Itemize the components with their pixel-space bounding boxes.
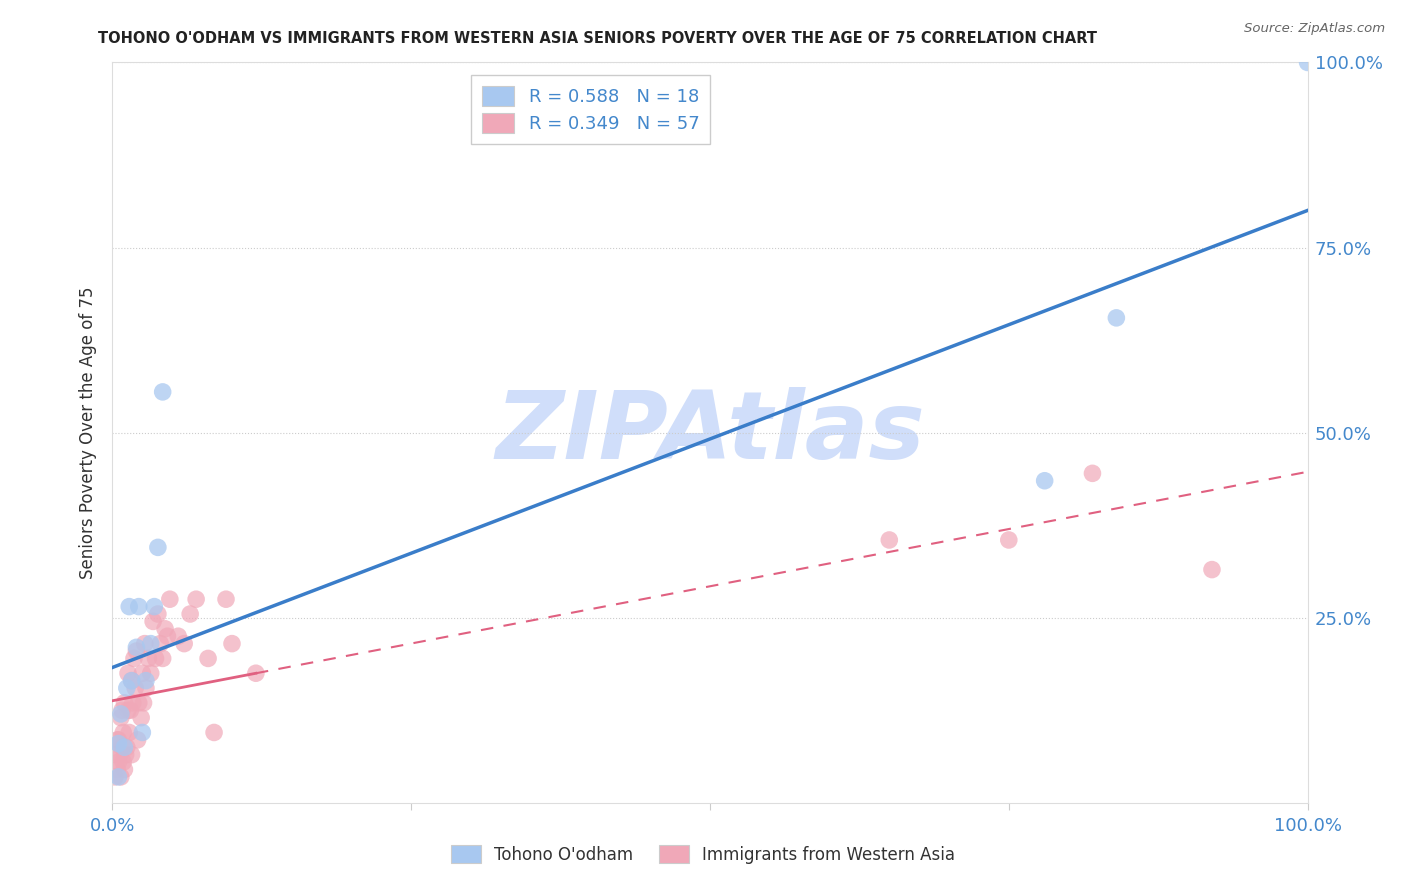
Point (142, 615, 165, 629)
Point (107, 732, 129, 747)
Point (120, 703, 142, 717)
Point (146, 607, 169, 621)
Point (118, 599, 141, 614)
Point (128, 599, 150, 614)
Point (131, 666, 153, 681)
Point (143, 599, 166, 614)
Point (112, 755, 135, 769)
Point (998, 533, 1021, 547)
Point (124, 681, 146, 695)
Point (138, 651, 160, 665)
Point (156, 629, 179, 643)
Point (127, 732, 149, 747)
Point (108, 747, 131, 762)
Point (111, 703, 134, 717)
Point (134, 637, 156, 651)
Point (132, 696, 155, 710)
Point (105, 747, 128, 762)
Point (128, 696, 150, 710)
Point (121, 747, 143, 762)
Point (114, 747, 136, 762)
Point (1033, 474, 1056, 488)
Point (1296, 55, 1319, 70)
Text: TOHONO O'ODHAM VS IMMIGRANTS FROM WESTERN ASIA SENIORS POVERTY OVER THE AGE OF 7: TOHONO O'ODHAM VS IMMIGRANTS FROM WESTER… (98, 31, 1098, 46)
Point (111, 740, 134, 755)
Point (197, 651, 219, 665)
Point (110, 770, 132, 784)
Legend: Tohono O'odham, Immigrants from Western Asia: Tohono O'odham, Immigrants from Western … (444, 838, 962, 871)
Point (121, 696, 143, 710)
Point (131, 725, 153, 739)
Point (110, 711, 132, 725)
Point (202, 725, 225, 739)
Point (105, 763, 128, 777)
Point (215, 592, 238, 607)
Point (117, 666, 139, 681)
Y-axis label: Seniors Poverty Over the Age of 75: Seniors Poverty Over the Age of 75 (79, 286, 97, 579)
Point (245, 666, 267, 681)
Point (1201, 563, 1223, 577)
Point (173, 637, 195, 651)
Point (107, 755, 129, 769)
Point (115, 681, 138, 695)
Point (167, 629, 190, 643)
Point (118, 725, 141, 739)
Point (114, 740, 135, 755)
Point (139, 666, 162, 681)
Point (107, 770, 129, 784)
Point (135, 673, 157, 688)
Point (145, 651, 167, 665)
Point (112, 725, 135, 739)
Point (1081, 467, 1104, 481)
Text: ZIPAtlas: ZIPAtlas (495, 386, 925, 479)
Point (114, 696, 135, 710)
Point (153, 622, 176, 636)
Point (152, 651, 174, 665)
Point (125, 644, 148, 658)
Point (122, 651, 145, 665)
Point (1105, 310, 1128, 325)
Text: Source: ZipAtlas.com: Source: ZipAtlas.com (1244, 22, 1385, 36)
Point (129, 711, 152, 725)
Point (125, 640, 148, 655)
Point (105, 732, 128, 747)
Point (104, 770, 127, 784)
Point (152, 384, 174, 399)
Point (149, 637, 172, 651)
Point (879, 533, 901, 547)
Point (110, 706, 132, 721)
Point (115, 740, 138, 755)
Point (159, 592, 181, 607)
Point (146, 541, 169, 555)
Point (117, 703, 139, 717)
Point (139, 637, 162, 651)
Point (135, 681, 157, 695)
Point (121, 673, 143, 688)
Point (107, 737, 129, 751)
Point (221, 637, 243, 651)
Point (114, 763, 135, 777)
Point (179, 607, 201, 621)
Legend: R = 0.588   N = 18, R = 0.349   N = 57: R = 0.588 N = 18, R = 0.349 N = 57 (471, 75, 710, 144)
Point (186, 592, 208, 607)
Point (121, 673, 143, 688)
